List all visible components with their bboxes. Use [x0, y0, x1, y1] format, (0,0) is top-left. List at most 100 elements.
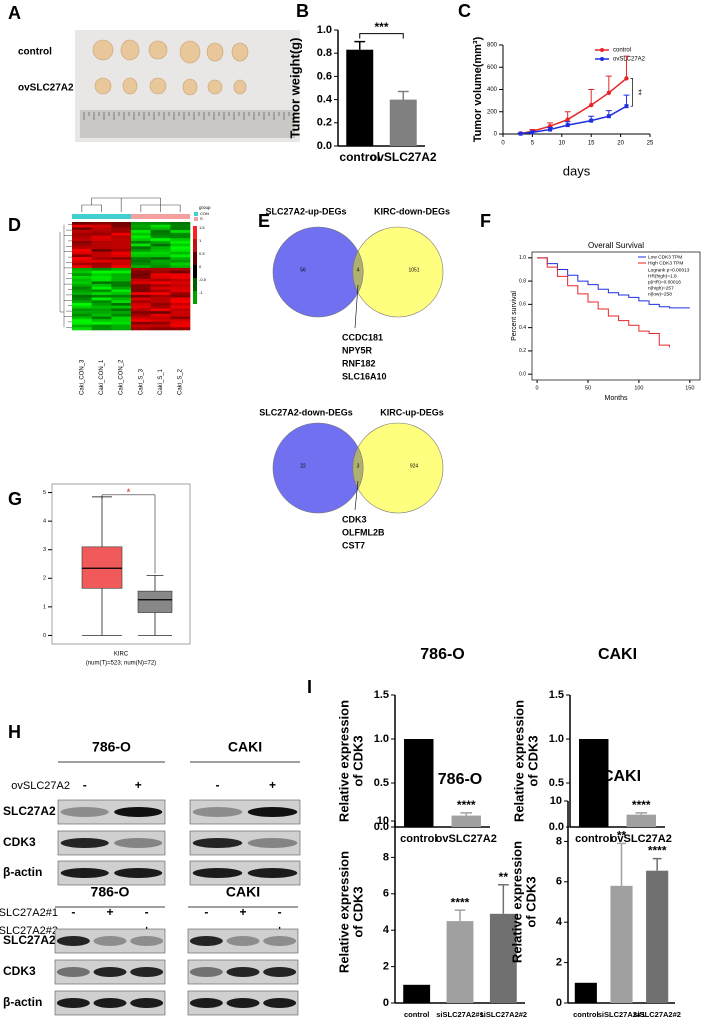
series-line: [520, 77, 627, 135]
blot-band: [60, 868, 109, 878]
heatmap-cell: [91, 308, 112, 312]
heatmap-cell: [72, 278, 92, 282]
heatmap-cell: [91, 265, 112, 269]
annotation: n(high)=257: [648, 285, 674, 291]
heatmap-cell: [72, 257, 92, 261]
y-tick-label: 3: [43, 547, 46, 553]
significance: ****: [451, 895, 470, 909]
annotation: Logrank p=0.00013: [648, 267, 690, 273]
heatmap-cell: [170, 240, 191, 244]
x-tick-label: control: [339, 150, 380, 164]
heatmap-cell: [72, 235, 92, 239]
heatmap-cell: [150, 327, 171, 331]
heatmap-cell: [131, 327, 151, 331]
error-bar: [354, 40, 366, 50]
heatmap-cell: [131, 289, 151, 293]
blot-band: [56, 998, 90, 1008]
bar: [404, 739, 434, 827]
heatmap-cell: [111, 249, 132, 252]
y-tick-label: 0.6: [317, 70, 332, 82]
y-tick-label: 4: [383, 924, 390, 936]
heatmap-cell: [131, 321, 151, 325]
marker: [606, 90, 612, 96]
heatmap-cell: [111, 278, 132, 282]
heatmap-cell: [91, 324, 112, 328]
heatmap-cell: [170, 257, 191, 261]
x-tick-label: siSLC27A2#1: [598, 1010, 646, 1017]
error-bar: [617, 842, 626, 886]
heatmap-cell: [131, 311, 151, 315]
heatmap-cell: [131, 270, 151, 274]
y-axis-label: Tumor weight(g): [287, 38, 302, 139]
y-axis-label: of CDK3: [525, 735, 540, 786]
heatmap-cell: [72, 232, 92, 236]
heatmap-cell: [170, 289, 191, 293]
heatmap-cell: [170, 254, 191, 258]
y-tick-label: 0.4: [519, 325, 526, 331]
heatmap-cell: [72, 281, 92, 285]
y-tick-label: 6: [556, 876, 562, 888]
blot-band: [56, 967, 90, 977]
heatmap-cell: [150, 224, 171, 228]
protein-label: β-actin: [3, 995, 42, 1009]
column-dendrogram: [81, 197, 181, 212]
bar: [574, 982, 597, 1003]
x-tick-label: siSLC27A2#1: [436, 1010, 484, 1017]
row-label: ovSLC27A2: [18, 83, 74, 94]
y-axis-label: Percent survival: [511, 291, 518, 341]
heatmap-cell: [150, 324, 171, 328]
heatmap-cell: [72, 267, 92, 271]
y-tick-label: 200: [487, 109, 498, 115]
set-count: 22: [300, 463, 306, 469]
significance: **: [499, 870, 509, 884]
set-count: 1051: [408, 267, 419, 273]
heatmap-cell: [72, 251, 92, 255]
heatmap-cell: [111, 308, 132, 312]
heatmap-cell: [111, 284, 132, 288]
x-tick-label: 50: [585, 385, 591, 391]
y-tick-label: 0.8: [519, 278, 526, 284]
heatmap-cell: [72, 227, 92, 231]
y-tick-label: 0.0: [519, 372, 526, 378]
y-tick-label: 10: [377, 815, 389, 827]
sign: +: [239, 905, 246, 919]
protein-label: CDK3: [3, 964, 36, 978]
x-axis-label: days: [563, 163, 591, 178]
protein-label: β-actin: [3, 865, 42, 879]
heatmap-cell: [170, 294, 191, 298]
heatmap-cell: [111, 238, 132, 242]
legend-label: Low CDK3 TPM: [648, 254, 682, 260]
heatmap-cell: [111, 281, 132, 285]
legend-label: CON: [200, 211, 209, 216]
blot-band: [60, 807, 109, 817]
heatmap-cell: [170, 286, 191, 290]
heatmap-cell: [72, 327, 92, 331]
y-tick-label: 1.0: [519, 255, 526, 261]
gene-label: RNF182: [342, 358, 376, 368]
heatmap-cell: [111, 235, 132, 239]
bar: [446, 921, 474, 1003]
y-tick-label: 0.4: [317, 94, 333, 106]
heatmap-cell: [131, 276, 151, 279]
heatmap-cell: [150, 316, 171, 320]
heatmap-cell: [131, 286, 151, 290]
y-tick-label: 1.0: [374, 733, 389, 745]
blot-band: [263, 936, 297, 946]
bar: [579, 739, 609, 827]
gene-label: CDK3: [342, 514, 367, 524]
legend-label: control: [613, 48, 631, 54]
heatmap-cell: [131, 238, 151, 242]
heatmap-cell: [170, 305, 191, 309]
y-axis-label: of CDK3: [523, 876, 538, 927]
y-tick-label: 4: [43, 519, 46, 525]
heatmap-cell: [170, 313, 191, 317]
survival-curve: [537, 257, 670, 348]
y-tick-label: 400: [487, 87, 498, 93]
heatmap-cell: [131, 278, 151, 282]
blot-band: [60, 838, 109, 848]
y-tick-label: 600: [487, 65, 498, 71]
heatmap-cell: [150, 289, 171, 293]
blot-band: [130, 936, 164, 946]
y-axis-label: of CDK3: [350, 735, 365, 786]
